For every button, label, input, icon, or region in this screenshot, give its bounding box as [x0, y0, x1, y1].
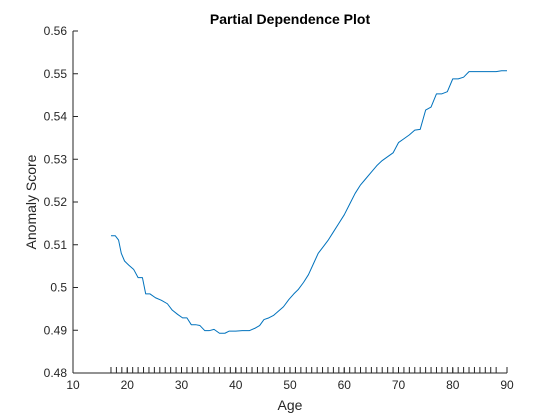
y-tick-label: 0.49	[44, 323, 68, 337]
plot-axes	[72, 31, 507, 374]
y-tick-label: 0.54	[44, 110, 68, 124]
y-tick-label: 0.51	[44, 238, 68, 252]
chart-title: Partial Dependence Plot	[210, 11, 371, 27]
x-tick-label: 30	[175, 378, 189, 392]
x-tick-label: 60	[338, 378, 352, 392]
x-tick-label: 70	[392, 378, 406, 392]
x-tick-label: 10	[66, 378, 80, 392]
y-axis-label: Anomaly Score	[23, 154, 39, 249]
y-tick-label: 0.52	[44, 195, 68, 209]
y-tick-label: 0.55	[44, 67, 68, 81]
y-tick-label: 0.5	[50, 281, 67, 295]
x-tick-label: 90	[500, 378, 514, 392]
x-tick-label: 50	[283, 378, 297, 392]
y-tick-label: 0.56	[44, 24, 68, 38]
plot-lines	[110, 70, 507, 334]
x-rug-ticks	[110, 367, 508, 373]
x-axis-ticks: 10 20 30 40 50 60 70 80 90	[66, 368, 514, 392]
series-line	[110, 70, 507, 334]
x-tick-label: 80	[446, 378, 460, 392]
x-axis-label: Age	[278, 397, 303, 413]
x-tick-label: 20	[121, 378, 135, 392]
x-tick-label: 40	[229, 378, 243, 392]
y-axis-ticks: 0.48 0.49 0.5 0.51 0.52 0.53 0.54 0.55 0.56	[44, 24, 78, 380]
y-tick-label: 0.53	[44, 152, 68, 166]
y-tick-label: 0.48	[44, 366, 68, 380]
